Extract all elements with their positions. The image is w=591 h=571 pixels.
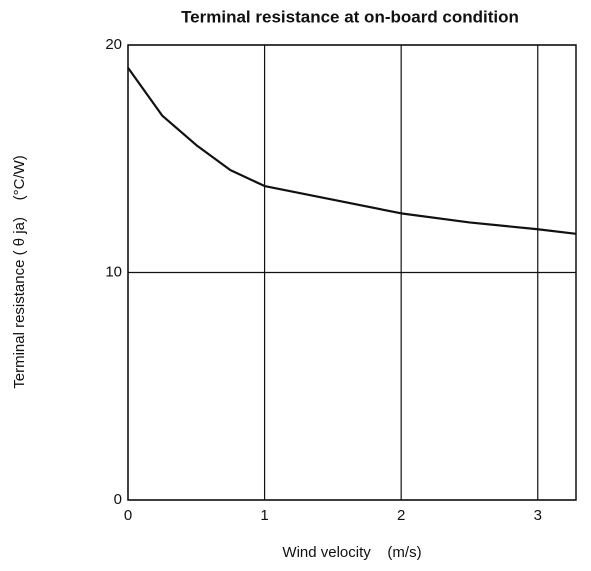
chart-title: Terminal resistance at on-board conditio… [181, 7, 519, 26]
x-axis-label: Wind velocity (m/s) [282, 544, 421, 561]
y-tick-label: 10 [105, 263, 122, 280]
x-tick-label: 1 [260, 507, 268, 524]
y-axis-label: Terminal resistance ( θ ja) (°C/W) [11, 155, 28, 389]
x-tick-label: 0 [124, 507, 132, 524]
y-tick-label: 20 [105, 36, 122, 53]
data-line [127, 67, 577, 235]
x-tick-label: 2 [397, 507, 405, 524]
x-tick-label: 3 [534, 507, 542, 524]
y-tick-label: 0 [114, 491, 122, 508]
